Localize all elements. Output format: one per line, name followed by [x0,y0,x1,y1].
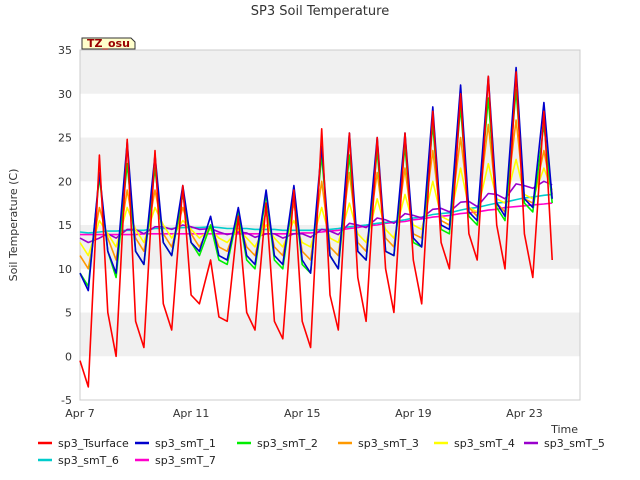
chart-title: SP3 Soil Temperature [251,4,389,19]
series-line-sp3_Tsurface [79,71,553,388]
x-axis-label: Time [550,423,578,436]
legend-label: sp3_Tsurface [58,437,129,450]
grid-band [80,50,580,94]
legend-label: sp3_smT_4 [454,437,515,450]
legend-label: sp3_smT_2 [257,437,318,450]
x-tick-label: Apr 19 [395,407,432,420]
legend-label: sp3_smT_5 [544,437,605,450]
series-lines [79,66,553,388]
y-tick-label: 10 [58,263,72,276]
y-tick-label: 35 [58,44,72,57]
y-tick-label: -5 [61,394,72,407]
y-tick-label: 15 [58,219,72,232]
y-tick-label: 25 [58,132,72,145]
y-axis-ticks: -5 0 5 10 15 20 25 30 35 [58,44,72,407]
legend-label: sp3_smT_3 [358,437,419,450]
station-badge: TZ_osu [81,37,136,50]
y-tick-label: 20 [58,175,72,188]
legend: sp3_Tsurface sp3_smT_1 sp3_smT_2 sp3_smT_3 s… [38,437,605,467]
legend-label: sp3_smT_6 [58,454,119,467]
plot-frame [79,49,581,401]
x-tick-label: Apr 11 [173,407,210,420]
legend-label: sp3_smT_1 [155,437,216,450]
grid-band [80,137,580,182]
y-axis-label: Soil Temperature (C) [7,169,20,282]
series-line-sp3_smT_1 [79,66,553,292]
x-tick-label: Apr 7 [65,407,95,420]
x-axis-ticks: Apr 7 Apr 11 Apr 15 Apr 19 Apr 23 [65,407,542,420]
grid-band [80,93,580,138]
x-tick-label: Apr 15 [284,407,321,420]
background-bands [80,50,580,400]
y-tick-label: 30 [58,88,72,101]
grid-band [80,312,580,357]
x-tick-label: Apr 23 [506,407,543,420]
legend-label: sp3_smT_7 [155,454,216,467]
y-tick-label: 0 [65,350,72,363]
y-tick-label: 5 [65,307,72,320]
station-badge-label: TZ_osu [87,37,130,50]
grid-band [80,356,580,400]
